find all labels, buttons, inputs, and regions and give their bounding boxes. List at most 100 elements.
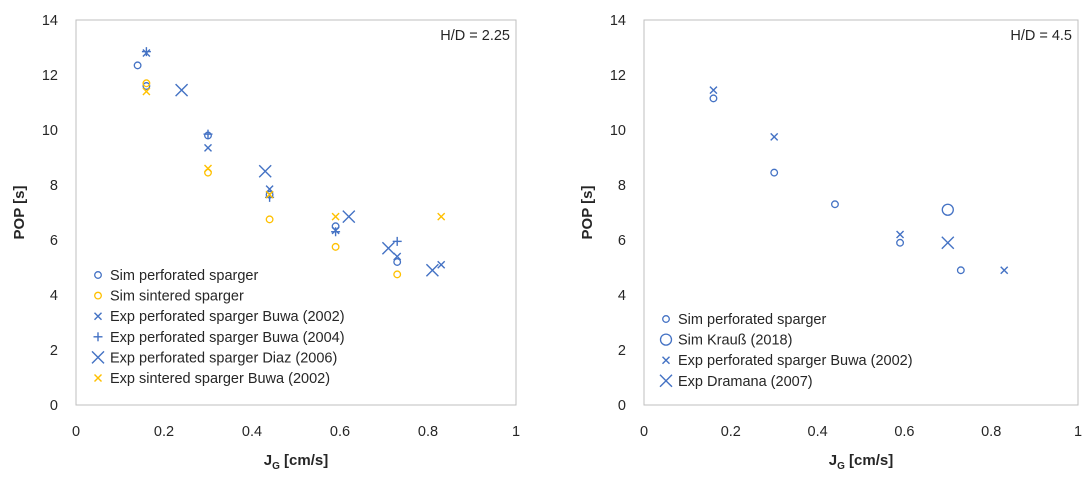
legend-marker [94,312,102,321]
y-tick-label: 6 [618,233,626,249]
legend-item: Exp perforated sparger Buwa (2002) [94,309,345,325]
plot-area [75,19,517,406]
series-4 [141,47,402,246]
series-2 [941,203,954,216]
data-point [437,212,446,221]
y-axis-label: POP [s] [579,186,596,240]
plot-area [643,19,1079,406]
legend-label: Sim Krauß (2018) [678,333,792,349]
y-tick-label: 0 [50,398,58,414]
x-tick-label: 0 [640,424,648,440]
y-tick-label: 10 [610,123,626,139]
legend-item: Sim Krauß (2018) [659,333,792,349]
legend: Sim perforated sparger Sim Krauß (2018) Ex… [659,312,913,390]
x-tick-label: 0.4 [808,424,828,440]
y-tick-label: 4 [618,288,626,304]
y-tick-label: 4 [50,288,58,304]
x-tick-label: 0.2 [721,424,741,440]
y-tick-label: 12 [610,68,626,84]
series-6 [142,87,446,221]
legend-label: Sim perforated sparger [110,268,258,284]
data-point [896,238,905,247]
data-point [204,143,212,152]
x-tick-label: 1 [1074,424,1082,440]
legend-item: Sim perforated sparger [94,268,258,284]
y-tick-label: 0 [618,398,626,414]
data-point [331,227,341,237]
data-point [175,83,189,97]
data-point [941,236,955,250]
legend-item: Exp Dramana (2007) [659,374,813,390]
legend-item: Exp perforated sparger Buwa (2004) [93,330,345,346]
data-point [381,241,395,255]
x-tick-label: 0.8 [981,424,1001,440]
data-point [265,190,274,199]
annotation-label: H/D = 2.25 [440,28,510,44]
data-point [1000,266,1009,275]
x-tick-label: 0.2 [154,424,174,440]
legend-item: Exp sintered sparger Buwa (2002) [94,371,330,387]
legend-label: Exp sintered sparger Buwa (2002) [110,371,330,387]
data-point [941,203,954,216]
legend: Sim perforated sparger Sim sintered sparg… [91,268,345,387]
x-tick-label: 0.6 [330,424,350,440]
legend-marker [94,374,102,382]
data-point [709,94,718,103]
y-tick-label: 10 [42,123,58,139]
data-point [142,82,151,90]
x-tick-label: 0.6 [894,424,914,440]
y-tick-label: 8 [618,178,626,194]
data-point [141,47,151,57]
data-point [204,164,212,173]
series-1 [133,61,402,266]
data-point [393,258,402,266]
annotation-label: H/D = 4.5 [1010,28,1072,44]
data-point [133,61,142,70]
y-tick-label: 2 [50,343,58,359]
y-tick-label: 2 [618,343,626,359]
y-axis-label: POP [s] [11,186,28,240]
data-point [896,230,905,239]
x-tick-label: 0 [72,424,80,440]
legend-marker [94,271,102,279]
legend-marker [94,291,102,300]
legend-marker [659,333,673,346]
data-point [392,236,402,246]
y-tick-label: 14 [610,13,626,29]
legend-marker [659,374,673,388]
series-1 [709,94,965,275]
legend-marker [662,356,670,365]
y-tick-label: 14 [42,13,58,29]
data-point [142,87,151,96]
legend-label: Exp perforated sparger Buwa (2002) [110,309,345,325]
legend-marker [662,315,670,323]
data-point [265,215,274,224]
data-point [258,164,272,178]
x-tick-label: 0.8 [418,424,438,440]
legend-item: Exp perforated sparger Diaz (2006) [91,350,337,366]
chart-panel-1: 0 2 4 6 8 10 12 14 0 0.2 0.4 0.6 0.8 1 POP [s] JG [cm/s… [11,13,520,472]
legend-marker [93,332,103,342]
data-point [770,132,779,141]
legend-marker [91,350,105,364]
legend-label: Sim perforated sparger [678,312,826,328]
data-point [203,129,213,139]
y-tick-label: 8 [50,178,58,194]
series-4 [941,236,955,250]
legend-label: Exp perforated sparger Buwa (2004) [110,330,345,346]
legend-label: Sim sintered sparger [110,289,244,305]
x-tick-label: 0.4 [242,424,262,440]
legend-item: Sim perforated sparger [662,312,826,328]
data-point [770,168,779,177]
data-point [831,200,839,209]
data-point [709,86,718,95]
legend-item: Exp perforated sparger Buwa (2002) [662,353,913,369]
data-point [393,252,402,261]
x-tick-label: 1 [512,424,520,440]
chart-panel-2: 0 2 4 6 8 10 12 14 0 0.2 0.4 0.6 0.8 1 POP [s] JG [cm/s… [579,13,1082,472]
series-2 [142,79,402,279]
series-5 [175,83,439,277]
data-point [425,263,439,277]
